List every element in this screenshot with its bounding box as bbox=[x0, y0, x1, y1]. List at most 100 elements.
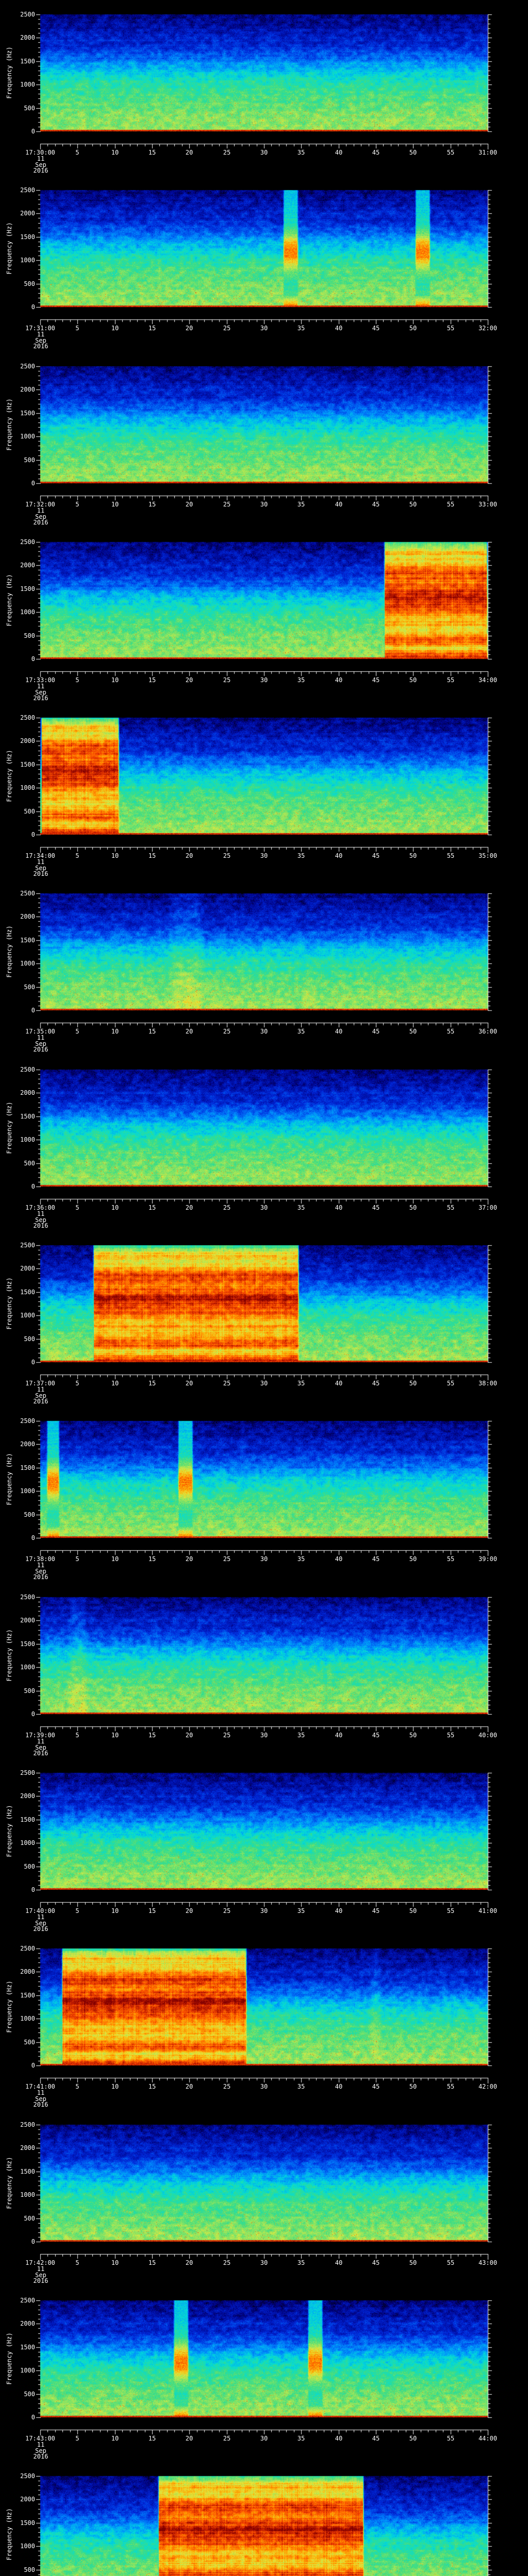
x-tick-label: 35 bbox=[297, 1732, 305, 1739]
y-tick-label: 2500 bbox=[20, 1594, 35, 1601]
x-tick-label: 35 bbox=[297, 1028, 305, 1035]
y-tick-label: 500 bbox=[24, 984, 35, 991]
date-line: Sep bbox=[35, 2447, 46, 2454]
x-tick-label: 50 bbox=[409, 1907, 417, 1914]
date-line: 11 bbox=[37, 2441, 45, 2448]
date-line: 11 bbox=[37, 1913, 45, 1921]
x-tick-label: 40 bbox=[335, 852, 343, 859]
y-axis-title: Frequency (Hz) bbox=[6, 574, 13, 626]
date-line: 11 bbox=[37, 331, 45, 338]
y-tick-label: 2000 bbox=[20, 386, 35, 393]
x-tick-label: 30 bbox=[260, 149, 268, 156]
date-line: 2016 bbox=[33, 2453, 48, 2460]
y-tick-label: 1500 bbox=[20, 2344, 35, 2351]
date-line: Sep bbox=[35, 336, 46, 344]
y-tick-label: 0 bbox=[31, 2062, 35, 2069]
x-end-time-label: 38:00 bbox=[478, 1380, 498, 1387]
x-tick-label: 5 bbox=[75, 852, 79, 859]
x-tick-label: 10 bbox=[111, 2259, 119, 2266]
x-tick-label: 5 bbox=[75, 1732, 79, 1739]
x-tick-label: 25 bbox=[223, 149, 231, 156]
x-tick-label: 35 bbox=[297, 2083, 305, 2090]
date-line: 11 bbox=[37, 507, 45, 514]
date-line: 2016 bbox=[33, 694, 48, 702]
x-tick-label: 35 bbox=[297, 325, 305, 332]
spectrogram-canvas bbox=[0, 1583, 528, 1758]
date-line: 11 bbox=[37, 683, 45, 690]
x-tick-label: 30 bbox=[260, 1907, 268, 1914]
spectrogram-canvas bbox=[0, 1231, 528, 1406]
x-start-time-label: 17:31:00 bbox=[25, 325, 55, 332]
x-tick-label: 40 bbox=[335, 1555, 343, 1563]
y-tick-label: 2000 bbox=[20, 1617, 35, 1624]
x-tick-label: 35 bbox=[297, 149, 305, 156]
x-tick-label: 5 bbox=[75, 2083, 79, 2090]
y-tick-label: 0 bbox=[31, 1886, 35, 1893]
y-tick-label: 1000 bbox=[20, 1839, 35, 1846]
y-tick-label: 500 bbox=[24, 632, 35, 639]
y-axis-title: Frequency (Hz) bbox=[6, 1980, 13, 2033]
x-tick-label: 55 bbox=[447, 1380, 455, 1387]
x-tick-label: 40 bbox=[335, 2259, 343, 2266]
x-end-time-label: 37:00 bbox=[478, 1204, 498, 1211]
x-tick-label: 30 bbox=[260, 1204, 268, 1211]
x-tick-label: 25 bbox=[223, 1555, 231, 1563]
x-end-time-label: 40:00 bbox=[478, 1732, 498, 1739]
date-line: Sep bbox=[35, 161, 46, 168]
y-tick-label: 1500 bbox=[20, 585, 35, 592]
x-tick-label: 15 bbox=[148, 2083, 156, 2090]
y-tick-label: 2000 bbox=[20, 1265, 35, 1272]
x-tick-label: 20 bbox=[185, 852, 193, 859]
spectrogram-canvas bbox=[0, 1055, 528, 1231]
x-start-time-label: 17:37:00 bbox=[25, 1380, 55, 1387]
x-start-time-label: 17:35:00 bbox=[25, 1028, 55, 1035]
x-tick-label: 25 bbox=[223, 2083, 231, 2090]
x-tick-label: 30 bbox=[260, 2083, 268, 2090]
y-tick-label: 1500 bbox=[20, 58, 35, 65]
y-tick-label: 1500 bbox=[20, 2168, 35, 2175]
x-tick-label: 30 bbox=[260, 2259, 268, 2266]
x-tick-label: 35 bbox=[297, 852, 305, 859]
date-line: 2016 bbox=[33, 2277, 48, 2284]
date-line: 11 bbox=[37, 1034, 45, 1041]
x-start-time-label: 17:32:00 bbox=[25, 501, 55, 508]
y-tick-label: 500 bbox=[24, 1335, 35, 1343]
x-tick-label: 5 bbox=[75, 501, 79, 508]
date-line: 2016 bbox=[33, 343, 48, 350]
x-tick-label: 50 bbox=[409, 2259, 417, 2266]
y-tick-label: 0 bbox=[31, 128, 35, 135]
x-tick-label: 55 bbox=[447, 1907, 455, 1914]
x-tick-label: 25 bbox=[223, 1204, 231, 1211]
y-tick-label: 500 bbox=[24, 2391, 35, 2398]
spectrogram-panel: Frequency (Hz) 0500100015002000250051015… bbox=[0, 2462, 528, 2576]
x-tick-label: 40 bbox=[335, 325, 343, 332]
y-tick-label: 1500 bbox=[20, 937, 35, 944]
x-tick-label: 5 bbox=[75, 1380, 79, 1387]
x-start-time-label: 17:42:00 bbox=[25, 2259, 55, 2266]
x-end-time-label: 34:00 bbox=[478, 676, 498, 684]
spectrogram-canvas bbox=[0, 1406, 528, 1582]
x-end-time-label: 31:00 bbox=[478, 149, 498, 156]
x-tick-label: 45 bbox=[372, 1204, 380, 1211]
date-line: 2016 bbox=[33, 2101, 48, 2108]
y-tick-label: 2500 bbox=[20, 187, 35, 194]
y-tick-label: 1000 bbox=[20, 2543, 35, 2550]
x-tick-label: 25 bbox=[223, 1380, 231, 1387]
y-axis-title: Frequency (Hz) bbox=[6, 398, 13, 451]
x-tick-label: 5 bbox=[75, 1204, 79, 1211]
x-start-time-label: 17:40:00 bbox=[25, 1907, 55, 1914]
x-tick-label: 25 bbox=[223, 1907, 231, 1914]
y-tick-label: 1500 bbox=[20, 1464, 35, 1471]
y-tick-label: 2000 bbox=[20, 1968, 35, 1975]
x-tick-label: 25 bbox=[223, 852, 231, 859]
x-tick-label: 20 bbox=[185, 1907, 193, 1914]
date-line: Sep bbox=[35, 1040, 46, 1047]
x-tick-label: 15 bbox=[148, 2259, 156, 2266]
x-tick-label: 45 bbox=[372, 2083, 380, 2090]
spectrogram-canvas bbox=[0, 176, 528, 351]
date-line: 11 bbox=[37, 1738, 45, 1745]
y-tick-label: 2000 bbox=[20, 1792, 35, 1800]
